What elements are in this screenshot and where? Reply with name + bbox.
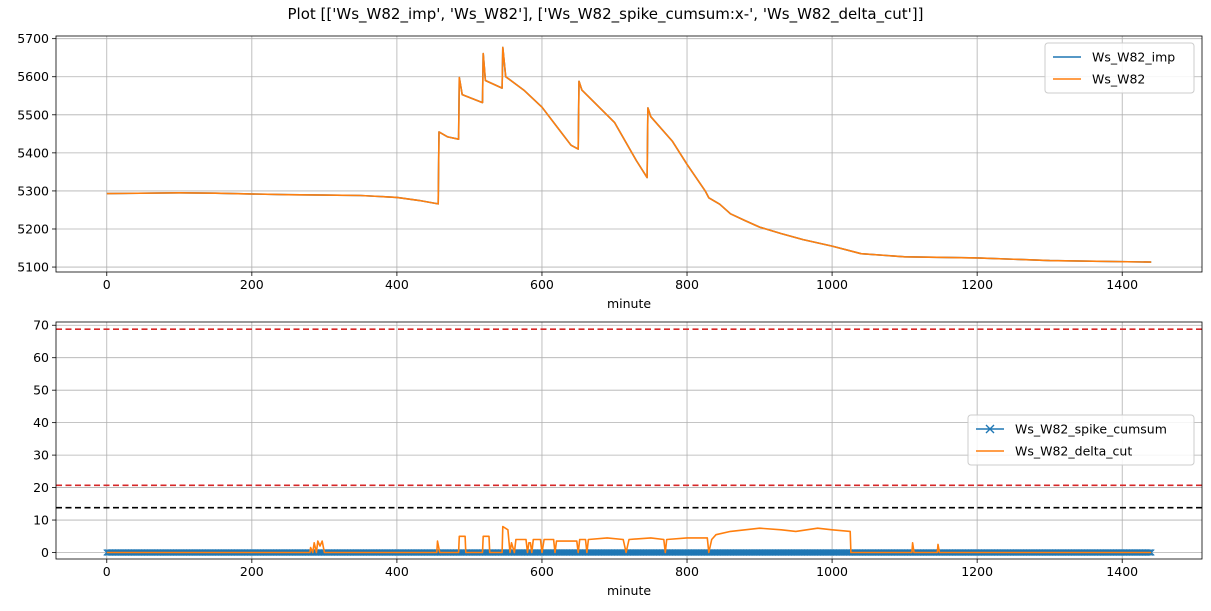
x-tick-label: 800 xyxy=(675,564,699,579)
x-tick-label: 1400 xyxy=(1106,564,1138,579)
plot-area xyxy=(56,328,1202,556)
legend-marker xyxy=(985,424,995,434)
y-tick-label: 0 xyxy=(41,545,49,560)
x-tick-label: 200 xyxy=(240,564,264,579)
legend-box xyxy=(1044,42,1195,94)
legend-label: Ws_W82_delta_cut xyxy=(1015,444,1132,459)
y-tick-label: 5100 xyxy=(17,260,49,275)
legend: Ws_W82_imp Ws_W82 xyxy=(1044,42,1195,94)
y-tick-label: 5500 xyxy=(17,107,49,122)
x-tick-label: 600 xyxy=(530,564,554,579)
x-tick-label: 0 xyxy=(103,564,111,579)
y-tick-label: 20 xyxy=(33,480,49,495)
x-tick-label: 600 xyxy=(530,277,554,292)
series-line-2 xyxy=(106,46,1152,263)
y-tick-label: 70 xyxy=(33,318,49,333)
x-tick-label: 0 xyxy=(103,277,111,292)
legend-label: Ws_W82 xyxy=(1092,72,1145,87)
x-axis-label: minute xyxy=(607,583,651,598)
y-tick-label: 50 xyxy=(33,383,49,398)
axes-frame xyxy=(55,321,1203,560)
y-tick-label: 30 xyxy=(33,448,49,463)
y-tick-label: 60 xyxy=(33,350,49,365)
series-line-1 xyxy=(106,46,1152,263)
y-tick-label: 5200 xyxy=(17,221,49,236)
x-tick-label: 1400 xyxy=(1106,277,1138,292)
x-marker xyxy=(1147,549,1155,556)
y-tick-label: 10 xyxy=(33,513,49,528)
plot-area xyxy=(106,46,1152,263)
legend-label: Ws_W82_spike_cumsum xyxy=(1015,422,1167,437)
x-axis-label: minute xyxy=(607,296,651,311)
x-tick-label: 400 xyxy=(385,564,409,579)
legend-label: Ws_W82_imp xyxy=(1092,50,1175,65)
y-tick-label: 40 xyxy=(33,415,49,430)
y-tick-label: 5300 xyxy=(17,183,49,198)
y-tick-label: 5600 xyxy=(17,69,49,84)
y-tick-label: 5700 xyxy=(17,31,49,46)
x-tick-label: 800 xyxy=(675,277,699,292)
subplot-1: 0 200 400 600 800 1000 1200 1400 5100 5200 5300 540… xyxy=(17,31,1203,311)
subplot-2: 0 200 400 600 800 1000 1200 1400 0 10 20 30 40 50 60 70… xyxy=(33,318,1203,598)
axes-frame xyxy=(55,35,1203,273)
x-tick-label: 1200 xyxy=(961,277,993,292)
series-line-2 xyxy=(106,525,1152,554)
figure-title: Plot [['Ws_W82_imp', 'Ws_W82'], ['Ws_W82… xyxy=(287,5,924,23)
legend-box xyxy=(967,414,1195,466)
x-tick-label: 1000 xyxy=(816,564,848,579)
x-tick-label: 200 xyxy=(240,277,264,292)
x-tick-label: 1200 xyxy=(961,564,993,579)
y-tick-label: 5400 xyxy=(17,145,49,160)
x-tick-label: 400 xyxy=(385,277,409,292)
legend: Ws_W82_spike_cumsum Ws_W82_delta_cut xyxy=(967,414,1195,466)
x-tick-label: 1000 xyxy=(816,277,848,292)
